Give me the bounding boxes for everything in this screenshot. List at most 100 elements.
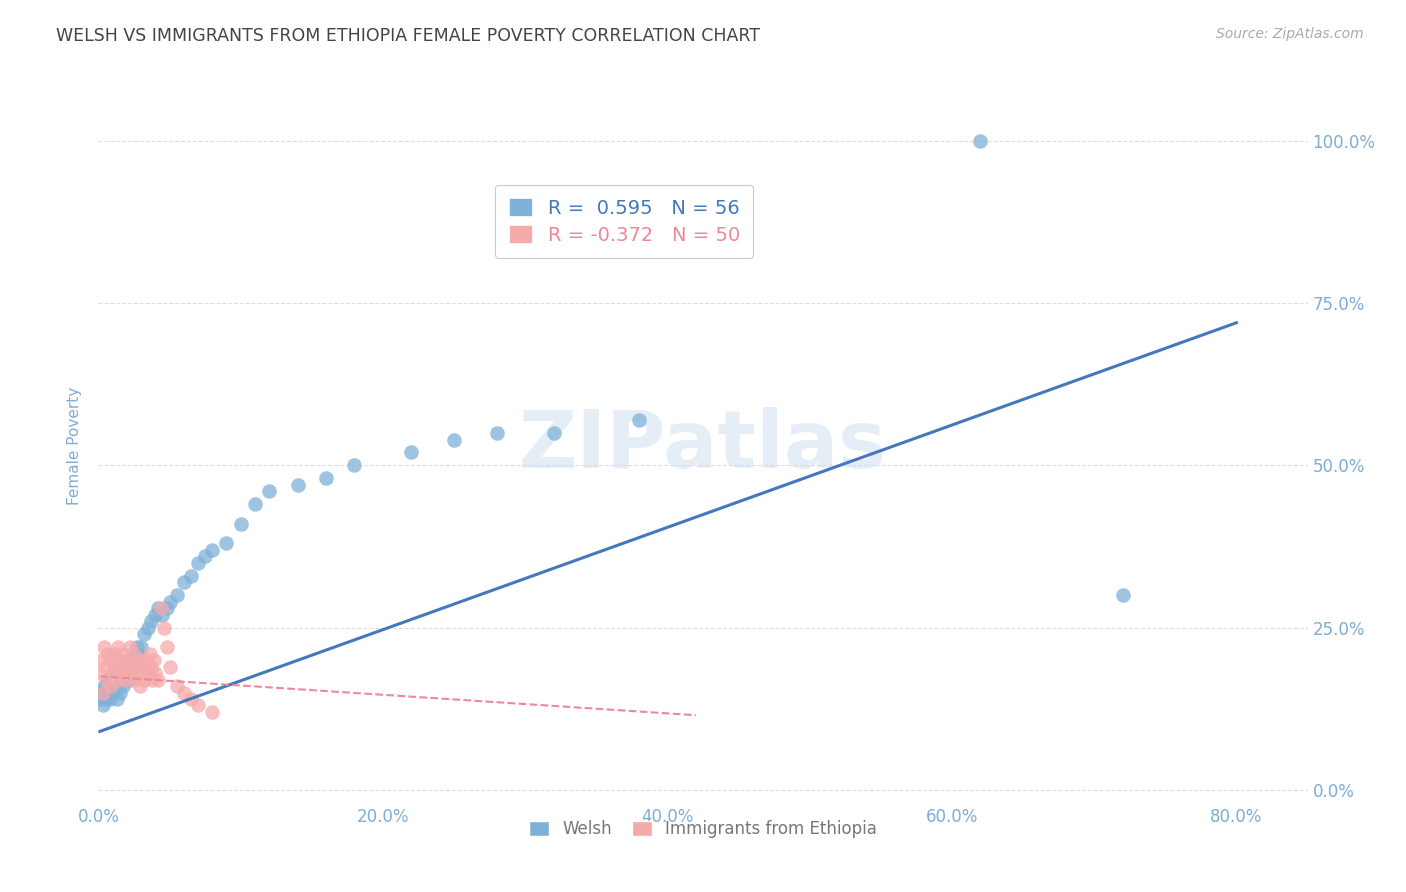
Point bbox=[135, 659, 157, 673]
Point bbox=[243, 497, 266, 511]
Point bbox=[115, 666, 138, 681]
Point bbox=[1111, 588, 1133, 602]
Point bbox=[485, 425, 508, 440]
Point bbox=[443, 433, 465, 447]
Point bbox=[401, 445, 423, 459]
Point bbox=[166, 588, 188, 602]
Point bbox=[115, 653, 138, 667]
Point bbox=[94, 679, 117, 693]
Point bbox=[105, 673, 128, 687]
Text: ZIPatlas: ZIPatlas bbox=[519, 407, 887, 485]
Point bbox=[91, 698, 114, 713]
Text: Source: ZipAtlas.com: Source: ZipAtlas.com bbox=[1216, 27, 1364, 41]
Point bbox=[117, 666, 139, 681]
Y-axis label: Female Poverty: Female Poverty bbox=[67, 387, 83, 505]
Point bbox=[108, 685, 131, 699]
Point bbox=[89, 666, 111, 681]
Point bbox=[107, 640, 129, 654]
Point bbox=[97, 647, 120, 661]
Point bbox=[127, 647, 149, 661]
Point bbox=[105, 692, 128, 706]
Point bbox=[159, 659, 181, 673]
Point bbox=[143, 666, 166, 681]
Point bbox=[90, 653, 112, 667]
Point bbox=[120, 659, 142, 673]
Point bbox=[127, 653, 149, 667]
Point bbox=[93, 640, 115, 654]
Point bbox=[315, 471, 337, 485]
Point bbox=[173, 685, 195, 699]
Point bbox=[287, 478, 309, 492]
Point bbox=[118, 659, 141, 673]
Point bbox=[141, 673, 163, 687]
Point bbox=[101, 666, 124, 681]
Point bbox=[180, 568, 202, 582]
Point bbox=[128, 679, 150, 693]
Point bbox=[166, 679, 188, 693]
Point bbox=[122, 647, 145, 661]
Point bbox=[194, 549, 217, 564]
Point bbox=[153, 621, 176, 635]
Point bbox=[139, 614, 162, 628]
Point bbox=[110, 666, 132, 681]
Point bbox=[98, 653, 121, 667]
Point bbox=[257, 484, 280, 499]
Point bbox=[156, 640, 179, 654]
Point bbox=[159, 595, 181, 609]
Point bbox=[94, 692, 117, 706]
Point bbox=[201, 542, 224, 557]
Point bbox=[122, 647, 145, 661]
Point bbox=[152, 607, 174, 622]
Point bbox=[173, 575, 195, 590]
Point bbox=[103, 666, 125, 681]
Point bbox=[146, 601, 169, 615]
Point bbox=[627, 413, 650, 427]
Point bbox=[180, 692, 202, 706]
Point bbox=[121, 673, 143, 687]
Point bbox=[134, 653, 156, 667]
Point bbox=[112, 659, 135, 673]
Point bbox=[187, 698, 209, 713]
Point bbox=[146, 673, 169, 687]
Point bbox=[543, 425, 565, 440]
Point bbox=[125, 640, 148, 654]
Point bbox=[110, 666, 132, 681]
Point bbox=[136, 666, 159, 681]
Point bbox=[129, 659, 152, 673]
Point bbox=[150, 601, 173, 615]
Legend: Welsh, Immigrants from Ethiopia: Welsh, Immigrants from Ethiopia bbox=[522, 814, 884, 845]
Point bbox=[98, 692, 121, 706]
Point bbox=[96, 673, 118, 687]
Text: WELSH VS IMMIGRANTS FROM ETHIOPIA FEMALE POVERTY CORRELATION CHART: WELSH VS IMMIGRANTS FROM ETHIOPIA FEMALE… bbox=[56, 27, 761, 45]
Point bbox=[138, 647, 160, 661]
Point bbox=[125, 666, 148, 681]
Point bbox=[229, 516, 252, 531]
Point bbox=[117, 673, 139, 687]
Point bbox=[136, 621, 159, 635]
Point bbox=[97, 673, 120, 687]
Point bbox=[103, 647, 125, 661]
Point bbox=[111, 679, 134, 693]
Point bbox=[215, 536, 238, 550]
Point bbox=[143, 607, 166, 622]
Point bbox=[132, 673, 155, 687]
Point bbox=[108, 653, 131, 667]
Point bbox=[118, 640, 141, 654]
Point bbox=[343, 458, 366, 473]
Point bbox=[114, 673, 136, 687]
Point bbox=[101, 685, 124, 699]
Point bbox=[89, 692, 111, 706]
Point bbox=[201, 705, 224, 719]
Point bbox=[104, 679, 127, 693]
Point bbox=[104, 659, 127, 673]
Point bbox=[94, 659, 117, 673]
Point bbox=[100, 679, 122, 693]
Point bbox=[111, 647, 134, 661]
Point bbox=[187, 556, 209, 570]
Point bbox=[107, 673, 129, 687]
Point bbox=[112, 659, 135, 673]
Point bbox=[90, 685, 112, 699]
Point bbox=[114, 673, 136, 687]
Point bbox=[132, 627, 155, 641]
Point bbox=[120, 653, 142, 667]
